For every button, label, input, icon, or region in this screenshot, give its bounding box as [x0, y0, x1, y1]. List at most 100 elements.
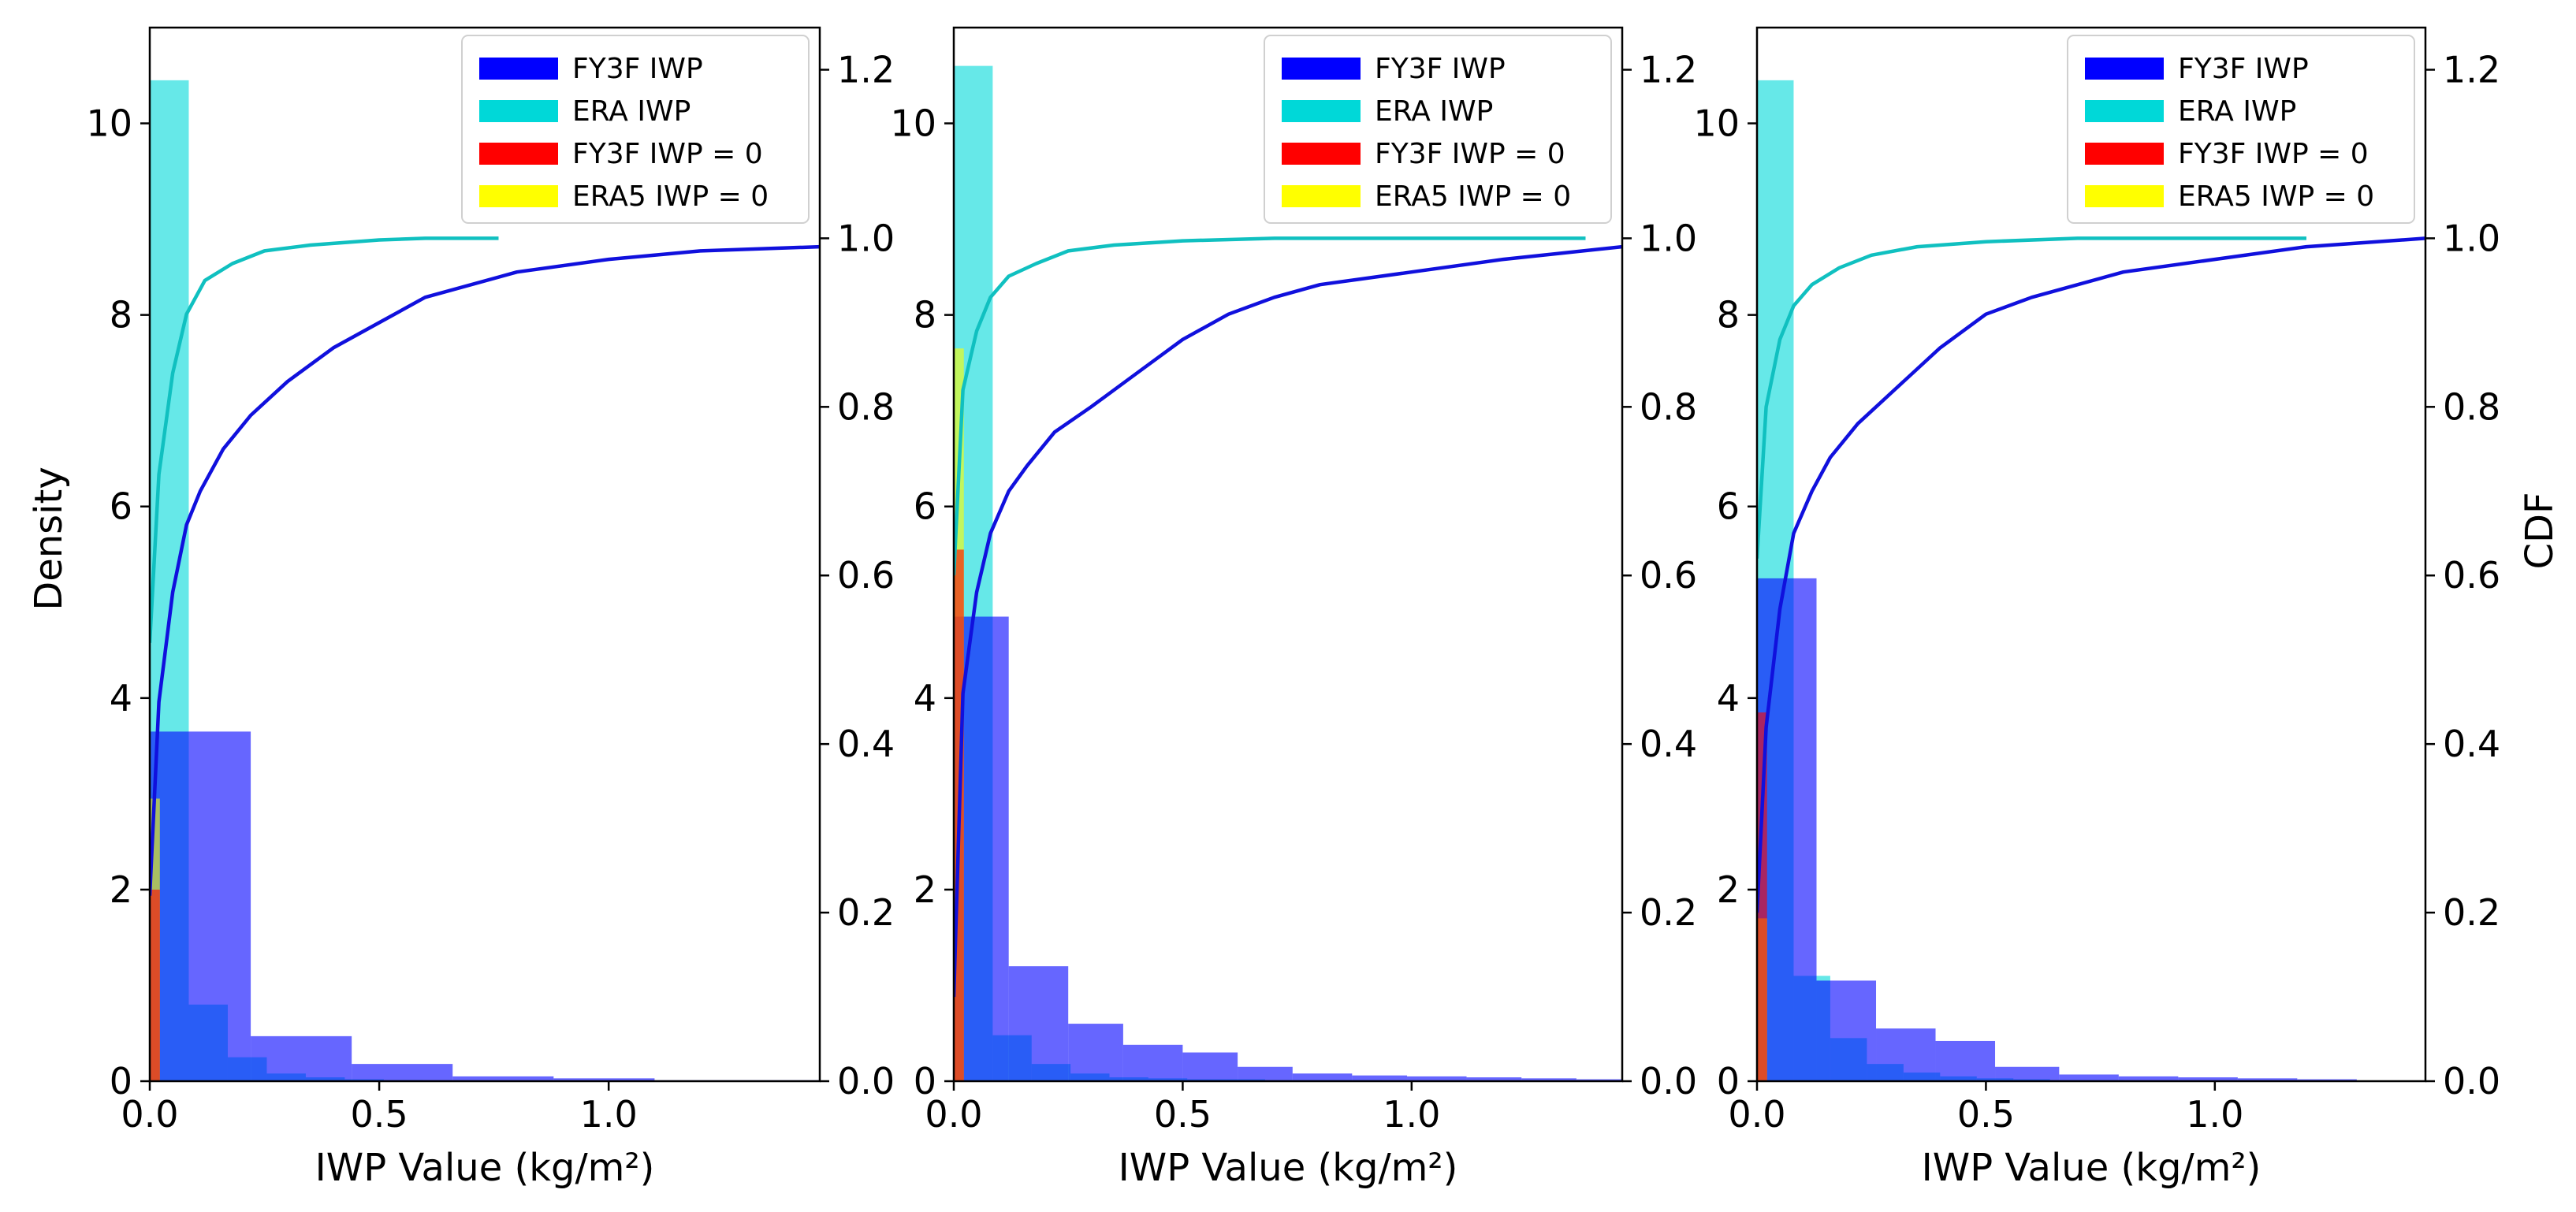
x-axis-label: IWP Value (kg/m²): [315, 1146, 655, 1190]
fy3f-cdf-line: [1757, 236, 2425, 913]
legend-swatch: [2085, 58, 2164, 80]
legend-label: FY3F IWP: [572, 53, 703, 85]
x-tick-label: 0.5: [351, 1093, 408, 1136]
y-tick-label: 6: [914, 485, 936, 528]
legend-label: FY3F IWP: [1375, 53, 1506, 85]
y2-tick-label: 0.0: [837, 1060, 895, 1102]
y-tick-label: 4: [110, 677, 132, 719]
fy3f-zero-bar: [1757, 712, 1767, 1081]
legend-box: [1264, 35, 1612, 224]
legend: FY3F IWP ERA IWP FY3F IWP = 0 ERA5 IWP = 0: [1264, 35, 1612, 224]
legend-swatch: [1282, 143, 1361, 165]
fy3f-iwp-bar: [1407, 1076, 1467, 1081]
x-tick-label: 1.0: [1383, 1093, 1440, 1136]
x-axis-label: IWP Value (kg/m²): [1119, 1146, 1458, 1190]
legend-box: [461, 35, 810, 224]
y2-tick-label: 1.0: [1640, 217, 1697, 259]
y-tick-label: 0: [110, 1060, 132, 1102]
axes-frame: [148, 26, 821, 1083]
fy3f-iwp-bar: [1008, 966, 1069, 1081]
fy3f-cdf-line: [150, 244, 820, 896]
panel-2: 0.0 0.5 1.0 0 2 4 6 8 10 0.0 0.2 0.4 0.6 0.8 1.0 1.2 IWP…: [890, 26, 1697, 1190]
y2-tick-label: 1.0: [2443, 217, 2500, 259]
legend-swatch: [2085, 143, 2164, 165]
fy3f-cdf-line: [954, 244, 1622, 998]
y2-tick-label: 0.0: [2443, 1060, 2500, 1102]
fy3f-iwp-bar: [452, 1076, 554, 1081]
legend-swatch: [479, 143, 558, 165]
fy3f-iwp-bar: [150, 731, 251, 1081]
fy3f-iwp-bar: [2059, 1074, 2119, 1081]
fy3f-iwp-bar: [251, 1035, 352, 1081]
legend-label: FY3F IWP = 0: [572, 138, 763, 170]
x-tick-label: 1.0: [580, 1093, 638, 1136]
fy3f-iwp-bar: [1238, 1066, 1293, 1081]
y-tick-label: 6: [110, 485, 132, 528]
y-tick-label: 4: [914, 677, 936, 719]
y2-tick-label: 0.6: [837, 554, 895, 597]
y-tick-label: 2: [914, 868, 936, 911]
y2-tick-label: 0.0: [1640, 1060, 1697, 1102]
y-axis-label: Density: [27, 467, 71, 610]
y2-axis-label: CDF: [2518, 492, 2562, 569]
x-tick-label: 0.5: [1154, 1093, 1212, 1136]
y-tick-label: 8: [110, 294, 132, 336]
fy3f-iwp-bar: [2118, 1076, 2179, 1081]
fy3f-iwp-bar: [1995, 1066, 2060, 1081]
legend-swatch: [479, 58, 558, 80]
legend-label: ERA5 IWP = 0: [1375, 180, 1571, 213]
y-tick-label: 8: [914, 294, 936, 336]
x-tick-label: 0.0: [1728, 1093, 1785, 1136]
panel-3: 0.0 0.5 1.0 0 2 4 6 8 10 0.0 0.2 0.4 0.6 0.8 1.0 1.2 IWP…: [1693, 26, 2562, 1190]
fy3f-iwp-bar: [1122, 1044, 1183, 1081]
y-tick-label: 0: [914, 1060, 936, 1102]
legend-swatch: [1282, 58, 1361, 80]
y2-tick-label: 0.8: [2443, 385, 2500, 428]
y2-tick-label: 1.2: [837, 48, 895, 91]
legend-swatch: [2085, 185, 2164, 207]
legend-swatch: [479, 100, 558, 122]
y-tick-label: 2: [1717, 868, 1740, 911]
y2-tick-label: 0.2: [837, 891, 895, 934]
fy3f-iwp-bar: [352, 1064, 453, 1081]
legend-label: FY3F IWP: [2178, 53, 2309, 85]
y-tick-label: 8: [1717, 294, 1740, 336]
y2-tick-label: 0.8: [837, 385, 895, 428]
fy3f-iwp-bar: [1182, 1052, 1238, 1081]
legend: FY3F IWP ERA IWP FY3F IWP = 0 ERA5 IWP = 0: [461, 35, 810, 224]
x-tick-label: 0.5: [1957, 1093, 2015, 1136]
fy3f-iwp-bar: [1292, 1073, 1353, 1081]
y2-tick-label: 1.2: [2443, 48, 2500, 91]
fy3f-iwp-bar: [1068, 1024, 1123, 1081]
legend-label: FY3F IWP = 0: [1375, 138, 1565, 170]
y2-tick-label: 0.6: [1640, 554, 1697, 597]
legend-label: FY3F IWP = 0: [2178, 138, 2369, 170]
fy3f-iwp-bar: [1521, 1078, 1576, 1081]
legend-swatch: [1282, 185, 1361, 207]
y2-tick-label: 0.2: [2443, 891, 2500, 934]
fy3f-iwp-bar: [1876, 1028, 1936, 1081]
y2-tick-label: 0.4: [2443, 723, 2500, 765]
y2-tick-label: 1.0: [837, 217, 895, 259]
legend: FY3F IWP ERA IWP FY3F IWP = 0 ERA5 IWP = 0: [2067, 35, 2415, 224]
era-cdf-line: [150, 236, 499, 643]
fy3f-iwp-bar: [1816, 980, 1877, 1081]
plot-area: [954, 65, 1622, 1081]
legend-label: ERA IWP: [572, 95, 691, 128]
y2-tick-label: 0.8: [1640, 385, 1697, 428]
legend-box: [2067, 35, 2415, 224]
legend-label: ERA5 IWP = 0: [572, 180, 769, 213]
y-tick-label: 10: [890, 102, 936, 145]
y-tick-label: 2: [110, 868, 132, 911]
y-tick-label: 6: [1717, 485, 1740, 528]
plot-area: [150, 80, 820, 1081]
y2-tick-label: 0.4: [1640, 723, 1697, 765]
fy3f-zero-bar: [150, 889, 160, 1081]
legend-label: ERA IWP: [1375, 95, 1493, 128]
y-tick-label: 4: [1717, 677, 1740, 719]
fy3f-iwp-bar: [2178, 1077, 2238, 1081]
y2-tick-label: 0.4: [837, 723, 895, 765]
x-tick-label: 0.0: [925, 1093, 982, 1136]
y2-tick-label: 0.6: [2443, 554, 2500, 597]
